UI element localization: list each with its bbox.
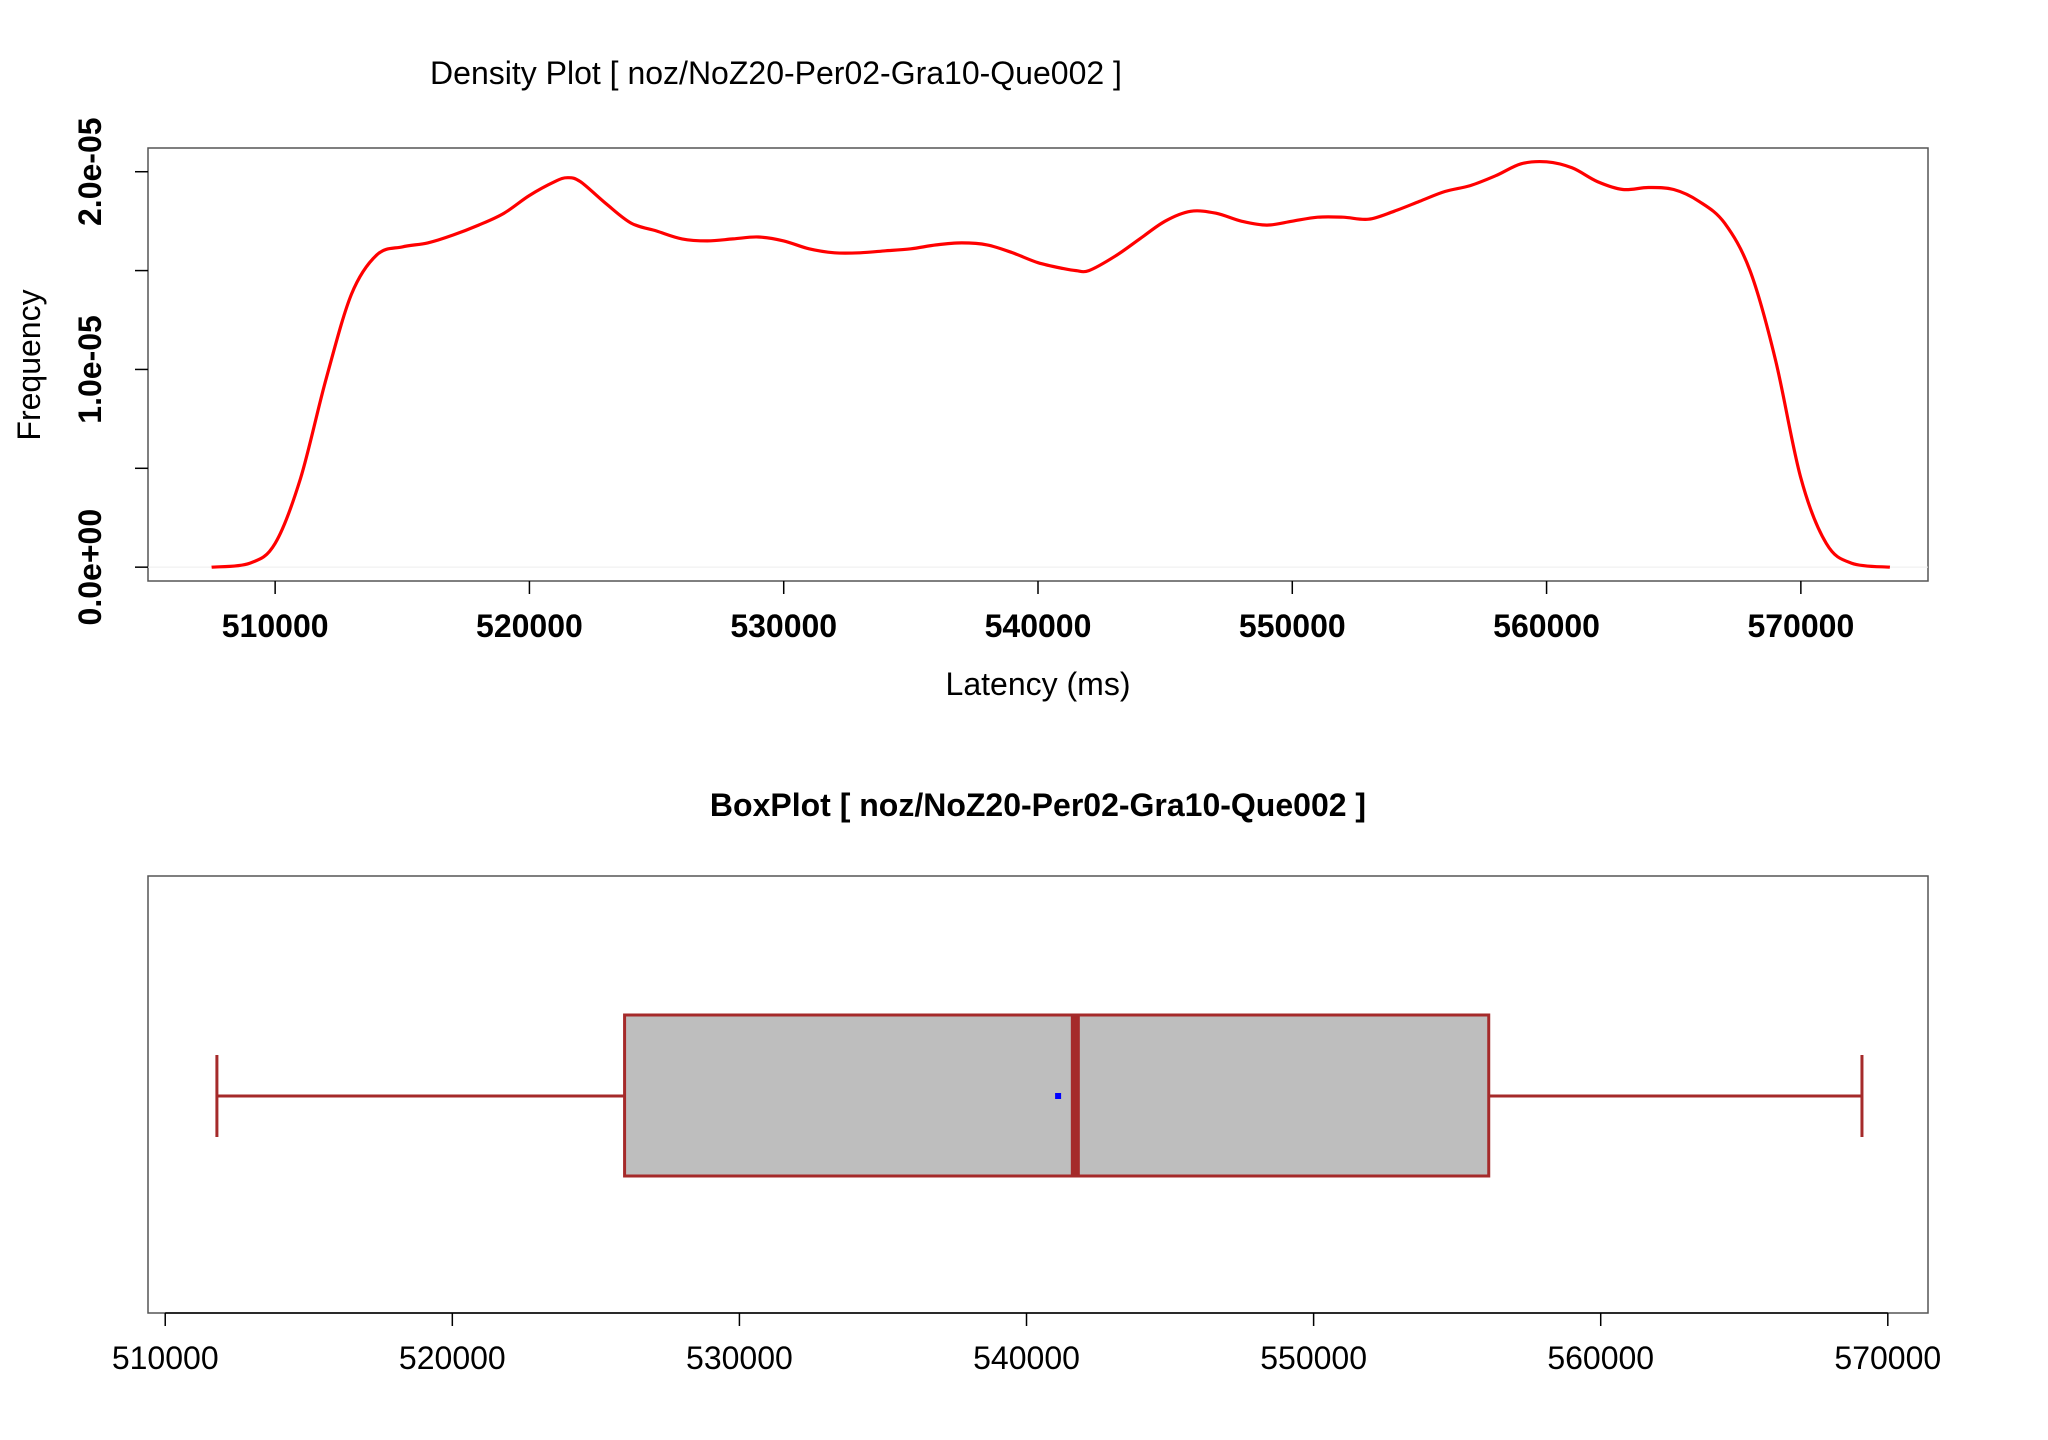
boxplot-title: BoxPlot [ noz/NoZ20-Per02-Gra10-Que002 ] [710, 787, 1366, 823]
mean-marker [1055, 1093, 1062, 1099]
density-x-tick-label: 520000 [476, 608, 583, 644]
box-panel: BoxPlot [ noz/NoZ20-Per02-Gra10-Que002 ]… [112, 787, 1941, 1376]
boxplot-x-tick-label: 530000 [686, 1340, 793, 1376]
density-title: Density Plot [ noz/NoZ20-Per02-Gra10-Que… [430, 55, 1122, 91]
boxplot-x-tick-label: 510000 [112, 1340, 219, 1376]
density-x-tick-label: 540000 [985, 608, 1092, 644]
boxplot-x-tick-label: 550000 [1260, 1340, 1367, 1376]
density-x-axis: 510000 520000 530000 540000 550000 560000 5700… [222, 581, 1854, 644]
density-curve [211, 159, 1891, 569]
density-y-tick-label: 0.0e+00 [72, 509, 108, 626]
density-x-tick-label: 510000 [222, 608, 329, 644]
density-x-tick-label: 570000 [1747, 608, 1854, 644]
density-x-axis-label: Latency (ms) [946, 666, 1131, 702]
boxplot-x-tick-label: 520000 [399, 1340, 506, 1376]
boxplot-x-tick-label: 560000 [1547, 1340, 1654, 1376]
density-panel: Density Plot [ noz/NoZ20-Per02-Gra10-Que… [11, 55, 1929, 702]
density-x-tick-label: 560000 [1493, 608, 1600, 644]
density-y-axis: 0.0e+00 1.0e-05 2.0e-05 [72, 117, 148, 625]
boxplot-x-tick-label: 570000 [1834, 1340, 1941, 1376]
density-y-axis-label: Frequency [11, 289, 47, 440]
density-y-tick-label: 1.0e-05 [72, 315, 108, 424]
density-x-tick-label: 550000 [1239, 608, 1346, 644]
density-y-tick-label: 2.0e-05 [72, 117, 108, 226]
density-x-tick-label: 530000 [730, 608, 837, 644]
boxplot-x-axis: 510000 520000 530000 540000 550000 560000 5700… [112, 1312, 1941, 1376]
boxplot-x-tick-label: 540000 [973, 1340, 1080, 1376]
